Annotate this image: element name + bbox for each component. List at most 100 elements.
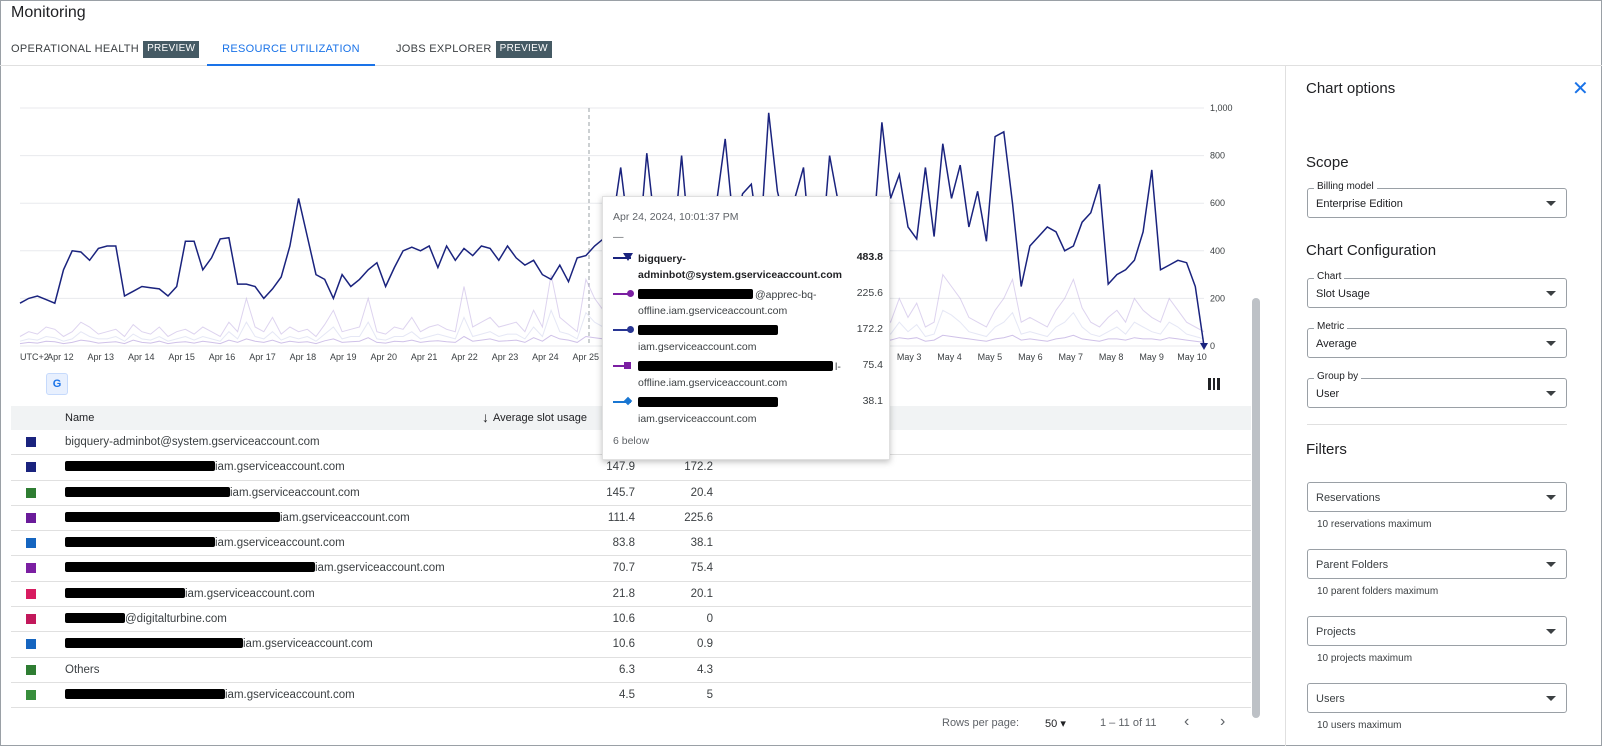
columns-icon[interactable]	[1208, 378, 1220, 390]
y-tick-label: 400	[1210, 246, 1225, 256]
row-average: 10.6	[612, 613, 635, 626]
row-name-text: iam.gserviceaccount.com	[215, 461, 345, 474]
scope-heading: Scope	[1306, 154, 1349, 171]
row-current: 4.3	[697, 663, 713, 676]
tooltip-time: Apr 24, 2024, 10:01:37 PM	[613, 211, 739, 223]
series-line-marker	[613, 329, 631, 331]
row-name: iam.gserviceaccount.com	[65, 688, 355, 701]
table-row[interactable]: iam.gserviceaccount.com 70.7 75.4	[11, 556, 1251, 582]
series-color-swatch[interactable]	[26, 462, 36, 473]
field-label: Group by	[1314, 371, 1362, 382]
x-tick-label: UTC+2	[20, 352, 49, 362]
header-name[interactable]: Name	[65, 412, 95, 424]
tab-resource-utilization[interactable]: RESOURCE UTILIZATION	[207, 36, 375, 66]
row-name: iam.gserviceaccount.com	[65, 638, 373, 650]
tab-operational-health[interactable]: OPERATIONAL HEALTH PREVIEW	[11, 36, 200, 66]
billing-model-select[interactable]: Billing model Enterprise Edition	[1307, 181, 1567, 218]
x-tick-label: May 4	[937, 352, 962, 362]
row-average: 83.8	[612, 537, 635, 550]
series-color-swatch[interactable]	[26, 538, 36, 549]
parent-folders-hint: 10 parent folders maximum	[1317, 586, 1439, 597]
series-color-swatch[interactable]	[26, 487, 36, 498]
translate-icon[interactable]: G	[46, 373, 68, 395]
tab-bar: OPERATIONAL HEALTH PREVIEW RESOURCE UTIL…	[0, 36, 1602, 66]
field-value: Reservations	[1316, 492, 1381, 504]
filters-heading: Filters	[1306, 441, 1347, 458]
series-line-marker	[613, 401, 631, 403]
circle-marker-icon	[627, 326, 634, 333]
chart-configuration-heading: Chart Configuration	[1306, 242, 1437, 259]
table-row[interactable]: iam.gserviceaccount.com 147.9 172.2	[11, 455, 1251, 481]
chart-options-panel: Chart options ✕ Scope Billing model Ente…	[1285, 66, 1602, 746]
series-color-swatch[interactable]	[26, 512, 36, 523]
x-tick-label: Apr 13	[88, 352, 115, 362]
tooltip-name-text: @apprec-bq-offline.iam.gserviceaccount.c…	[638, 289, 817, 317]
users-select[interactable]: Users	[1307, 683, 1567, 713]
field-label: Billing model	[1314, 181, 1377, 192]
x-tick-label: Apr 17	[249, 352, 276, 362]
tooltip-name-text: bigquery-adminbot@system.gserviceaccount…	[638, 253, 842, 281]
rows-per-page-select[interactable]: 50 ▾	[1045, 717, 1066, 730]
redacted-block	[65, 688, 225, 699]
panel-title: Chart options	[1306, 80, 1396, 97]
sort-arrow-icon[interactable]: ↓	[482, 409, 489, 425]
series-color-swatch[interactable]	[26, 563, 36, 574]
x-tick-label: Apr 25	[573, 352, 600, 362]
close-icon[interactable]: ✕	[1572, 78, 1589, 100]
tooltip-name: @apprec-bq-offline.iam.gserviceaccount.c…	[638, 287, 843, 319]
tooltip-value: 75.4	[862, 359, 883, 371]
series-line-marker	[613, 257, 631, 259]
prev-page-icon[interactable]: ‹	[1184, 713, 1190, 730]
caret-down-icon	[1546, 696, 1556, 701]
tooltip-name: l-offline.iam.gserviceaccount.com	[638, 359, 843, 391]
table-row[interactable]: iam.gserviceaccount.com 111.4 225.6	[11, 506, 1251, 532]
table-row[interactable]: @digitalturbine.com 10.6 0	[11, 607, 1251, 633]
table-scrollbar[interactable]	[1252, 298, 1260, 718]
redacted-block	[65, 511, 280, 522]
row-name-text: iam.gserviceaccount.com	[225, 688, 355, 701]
slot-usage-chart[interactable]: 0 200 400 600 800 1,000 UTC+2 Apr 12 Apr 13 Apr 1…	[0, 66, 1285, 396]
caret-down-icon	[1546, 341, 1556, 346]
table-row[interactable]: iam.gserviceaccount.com 10.6 0.9	[11, 632, 1251, 658]
row-current: 0	[706, 613, 713, 626]
reservations-select[interactable]: Reservations	[1307, 482, 1567, 512]
caret-down-icon	[1546, 495, 1556, 500]
tooltip-dash: —	[613, 231, 624, 243]
table-row[interactable]: iam.gserviceaccount.com 21.8 20.1	[11, 582, 1251, 608]
next-page-icon[interactable]: ›	[1220, 713, 1226, 730]
series-color-swatch[interactable]	[26, 689, 36, 700]
field-label: Metric	[1314, 321, 1348, 332]
table-body: bigquery-adminbot@system.gserviceaccount…	[11, 430, 1251, 709]
tooltip-name-text: iam.gserviceaccount.com	[638, 341, 757, 353]
series-line-marker	[613, 293, 631, 295]
parent-folders-select[interactable]: Parent Folders	[1307, 549, 1567, 579]
series-line-marker	[613, 365, 631, 367]
series-color-swatch[interactable]	[26, 664, 36, 675]
row-average: 4.5	[619, 688, 635, 701]
table-row[interactable]: iam.gserviceaccount.com 83.8 38.1	[11, 531, 1251, 557]
x-tick-label: Apr 21	[411, 352, 438, 362]
redacted-block	[638, 397, 778, 408]
tooltip-name: iam.gserviceaccount.com	[638, 395, 843, 427]
x-tick-label: Apr 15	[168, 352, 195, 362]
series-color-swatch[interactable]	[26, 639, 36, 650]
series-color-swatch[interactable]	[26, 588, 36, 599]
row-current: 20.1	[690, 587, 713, 600]
redacted-block	[65, 537, 215, 548]
tab-jobs-explorer[interactable]: JOBS EXPLORER PREVIEW	[396, 36, 552, 66]
group-by-select[interactable]: Group by User	[1307, 371, 1567, 408]
table-row[interactable]: iam.gserviceaccount.com 4.5 5	[11, 683, 1251, 709]
chart-select[interactable]: Chart Slot Usage	[1307, 271, 1567, 308]
metric-select[interactable]: Metric Average	[1307, 321, 1567, 358]
header-average-slot-usage[interactable]: Average slot usage	[493, 412, 587, 424]
page-title: Monitoring	[11, 4, 86, 21]
redacted-block	[65, 562, 315, 573]
table-row[interactable]: Others 6.3 4.3	[11, 658, 1251, 683]
series-color-swatch[interactable]	[26, 437, 36, 447]
table-row[interactable]: iam.gserviceaccount.com 145.7 20.4	[11, 481, 1251, 506]
y-tick-label: 200	[1210, 293, 1225, 303]
series-color-swatch[interactable]	[26, 614, 36, 625]
x-tick-label: Apr 23	[492, 352, 519, 362]
projects-select[interactable]: Projects	[1307, 616, 1567, 646]
row-name-text: iam.gserviceaccount.com	[185, 587, 315, 600]
